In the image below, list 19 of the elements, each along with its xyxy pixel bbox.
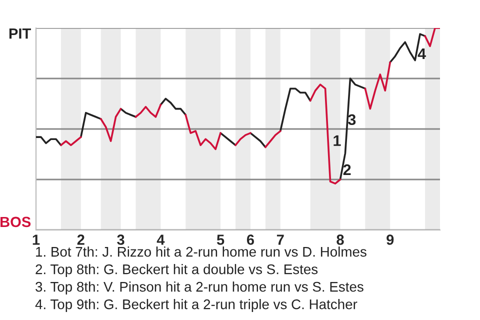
x-tick-label: 3: [117, 234, 124, 245]
x-tick-label: 4: [156, 234, 165, 245]
x-tick-label: 1: [32, 234, 40, 245]
text: 2. Top 8th: G. Beckert hit a double vs S. Estes: [36, 264, 318, 277]
text: 3. Top 8th: V. Pinson hit a 2-run home run vs S. Estes: [36, 282, 364, 294]
text: BOS: [0, 216, 31, 228]
annotation: 2: [343, 164, 351, 175]
text: PIT: [9, 28, 31, 39]
text: 4. Top 9th: G. Beckert hit a 2-run triple vs C. Hatcher: [35, 299, 358, 312]
x-tick-label: 8: [336, 234, 344, 245]
x-tick-label: 6: [246, 234, 254, 245]
x-tick-label: 9: [386, 234, 394, 245]
annotation: 1: [334, 135, 341, 146]
text: 1. Bot 7th: J. Rizzo hit a 2-run home run vs D. Holmes: [36, 246, 366, 257]
annotation: 4: [418, 48, 426, 60]
x-tick-label: 2: [77, 234, 84, 245]
x-tick-label: 5: [216, 234, 224, 245]
annotation: 3: [348, 114, 356, 126]
x-tick-label: 7: [276, 234, 284, 245]
